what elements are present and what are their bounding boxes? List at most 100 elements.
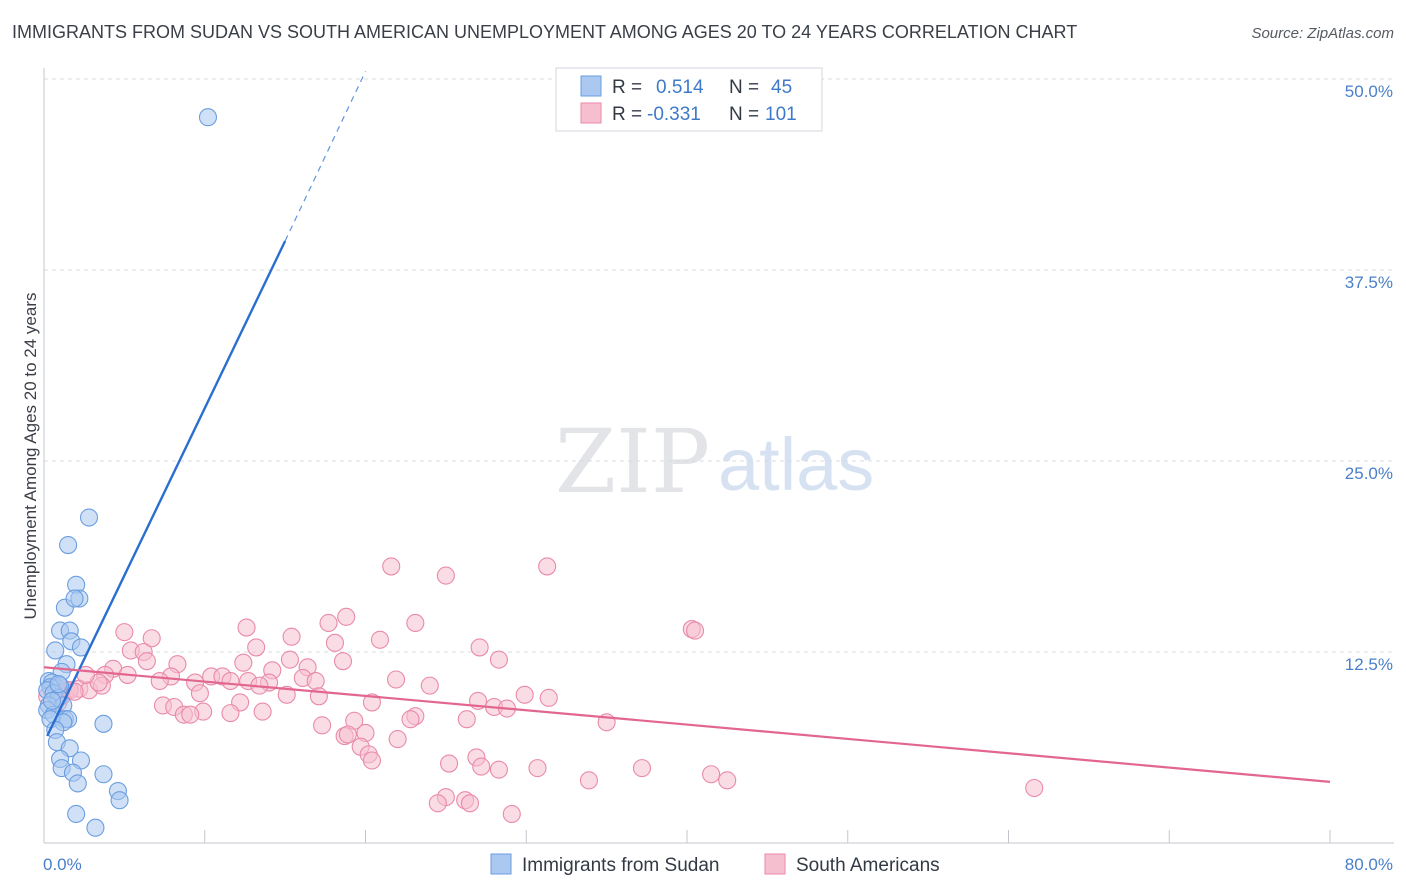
south-americans-point (579, 771, 598, 790)
sudan-point (198, 108, 218, 127)
sudan-point (94, 765, 113, 784)
source-note: Source: ZipAtlas.com (1251, 25, 1394, 42)
south-americans-point (702, 765, 721, 784)
legend-n-label-sudan: N = (729, 77, 759, 98)
sudan-point (94, 714, 113, 733)
south-americans-point (150, 671, 169, 691)
series-legend: Immigrants from Sudan South Americans (490, 853, 940, 876)
south-americans-points (38, 557, 1044, 824)
south-americans-point (221, 704, 240, 723)
legend-swatch-sudan (580, 75, 602, 97)
south-americans-point (472, 757, 491, 776)
watermark: ZIP atlas (555, 410, 874, 513)
series-legend-swatch-sudan (490, 853, 512, 875)
south-americans-point (718, 771, 737, 790)
south-americans-point (420, 676, 439, 695)
south-americans-point (362, 693, 381, 712)
sudan-point (79, 508, 99, 527)
sudan-point (68, 774, 87, 793)
chart-title: IMMIGRANTS FROM SUDAN VS SOUTH AMERICAN … (12, 22, 1078, 42)
south-americans-point (502, 804, 521, 824)
south-americans-point (515, 685, 534, 704)
south-americans-point (325, 633, 345, 652)
gridlines (44, 78, 1394, 653)
south-americans-trend-line (43, 666, 1331, 783)
south-americans-point (115, 623, 134, 642)
series-legend-swatch-south-americans (764, 853, 786, 875)
south-americans-point (632, 759, 652, 778)
south-americans-point (436, 566, 455, 585)
trend-lines (43, 71, 1331, 783)
sudan-point (49, 675, 68, 694)
south-americans-point (137, 652, 156, 671)
south-americans-point (280, 650, 299, 669)
sudan-point (65, 589, 84, 608)
y-tick-label: 37.5% (1345, 273, 1393, 292)
y-axis-label: Unemployment Among Ages 20 to 24 years (21, 293, 40, 620)
south-americans-point (538, 557, 557, 576)
legend-swatch-south-americans (580, 102, 602, 124)
south-americans-point (313, 716, 332, 735)
south-americans-point (539, 688, 558, 707)
legend-r-label-sudan: R = (612, 77, 642, 98)
watermark-atlas: atlas (718, 423, 874, 506)
south-americans-point (528, 759, 547, 778)
correlation-legend: R = 0.514 N = 45 R = -0.331 N = 101 (555, 67, 823, 132)
legend-n-value-sudan: 45 (771, 77, 792, 98)
x-tick-label-min: 0.0% (43, 855, 82, 874)
south-americans-point (338, 725, 357, 744)
south-americans-point (470, 638, 489, 657)
south-americans-point (142, 629, 161, 648)
sudan-trend-line-extension (284, 71, 367, 242)
south-americans-point (237, 618, 256, 637)
y-tick-label: 12.5% (1345, 655, 1393, 674)
south-americans-point (370, 630, 390, 649)
legend-r-value-sudan: 0.514 (656, 77, 704, 98)
south-americans-point (406, 613, 425, 633)
south-americans-point (247, 638, 266, 657)
south-americans-point (401, 710, 420, 729)
south-americans-point (282, 627, 301, 646)
south-americans-point (489, 760, 508, 779)
south-americans-point (221, 671, 240, 691)
sudan-point (67, 804, 86, 824)
sudan-point (46, 641, 65, 660)
south-americans-point (1025, 778, 1044, 798)
south-americans-point (386, 670, 406, 689)
south-americans-point (306, 671, 325, 691)
south-americans-point (440, 754, 459, 773)
y-tick-label: 50.0% (1345, 82, 1393, 101)
south-americans-point (181, 705, 200, 724)
sudan-point (86, 818, 105, 837)
sudan-point (42, 691, 62, 710)
south-americans-point (460, 794, 480, 813)
series-legend-label-south-americans: South Americans (796, 855, 940, 876)
south-americans-point (685, 621, 705, 640)
south-americans-point (337, 607, 356, 626)
legend-r-value-south-americans: -0.331 (647, 104, 701, 125)
series-legend-label-sudan: Immigrants from Sudan (522, 855, 719, 876)
legend-n-value-south-americans: 101 (765, 104, 797, 125)
x-tick-label-max: 80.0% (1345, 855, 1393, 874)
south-americans-point (382, 557, 401, 576)
south-americans-point (388, 730, 407, 749)
sudan-point (110, 791, 129, 810)
legend-n-label-south-americans: N = (729, 104, 759, 125)
sudan-point (59, 535, 78, 555)
south-americans-point (253, 702, 272, 721)
legend-r-label-south-americans: R = (612, 104, 642, 125)
south-americans-point (277, 685, 296, 704)
y-tick-labels: 12.5% 25.0% 37.5% 50.0% (1345, 82, 1393, 674)
south-americans-point (428, 794, 447, 813)
sudan-trend-line (46, 240, 287, 737)
south-americans-point (333, 652, 353, 671)
south-americans-point (234, 653, 253, 672)
south-americans-point (457, 710, 476, 729)
south-americans-point (489, 650, 508, 669)
sudan-points (38, 108, 218, 837)
y-tick-label: 25.0% (1345, 464, 1393, 483)
south-americans-point (319, 613, 338, 633)
x-tick-marks (204, 830, 1331, 843)
south-americans-point (190, 684, 209, 703)
